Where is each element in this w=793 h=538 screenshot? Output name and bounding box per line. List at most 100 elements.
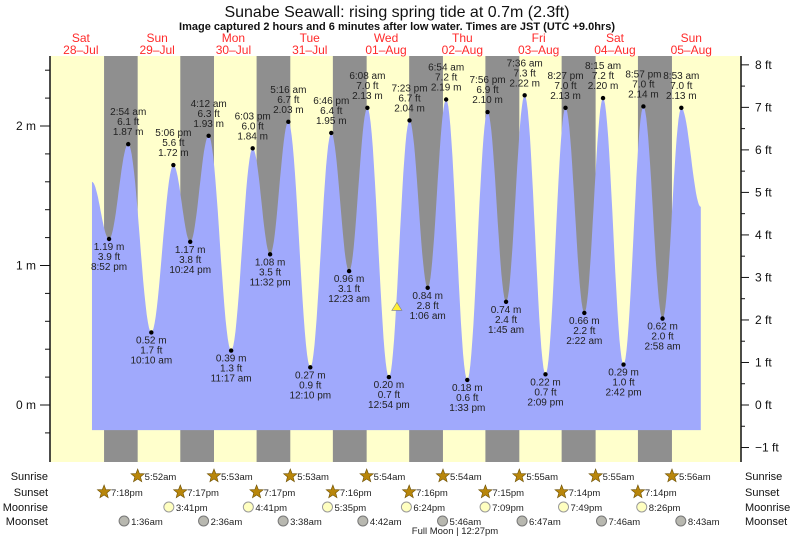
sunrise-time: 5:54am — [374, 472, 406, 483]
sunrise-icon — [588, 468, 604, 483]
row-label-right: Sunset — [745, 487, 779, 499]
right-tick-label: 0 ft — [755, 398, 772, 412]
high-tide-label: 6.7 ft — [277, 95, 299, 106]
day-date: 31–Jul — [292, 43, 327, 57]
moonrise-time: 5:35pm — [334, 503, 366, 514]
moonrise-time: 7:09pm — [492, 503, 524, 514]
low-tide-label: 1.7 ft — [140, 345, 162, 356]
low-tide-label: 0.39 m — [216, 354, 247, 365]
sunset-time: 7:17pm — [264, 488, 296, 499]
sunset-icon — [172, 484, 188, 499]
tide-curve — [91, 95, 701, 431]
low-tide-label: 1:06 am — [410, 311, 446, 322]
low-tide-label: 2.0 ft — [651, 332, 673, 343]
high-tide-label: 6:08 am — [349, 71, 385, 82]
high-tide-point — [329, 130, 334, 136]
right-tick-label: 3 ft — [755, 270, 772, 284]
moonset-icon — [118, 515, 130, 527]
axes: 0 m 1 m 2 m −1 ft 0 ft 1 ft 2 ft 3 ft 4 ft 5 ft 6 … — [16, 56, 779, 462]
high-tide-label: 6:46 pm — [313, 96, 349, 107]
moonset-time: 4:42am — [370, 517, 402, 528]
moonset-time: 2:36am — [211, 517, 243, 528]
high-tide-label: 2.10 m — [472, 95, 503, 106]
low-tide-label: 0.6 ft — [456, 393, 478, 404]
low-tide-label: 0.20 m — [374, 380, 405, 391]
high-tide-label: 4:12 am — [191, 99, 227, 110]
moonrise-icon — [400, 501, 412, 513]
low-tide-label: 1.19 m — [94, 242, 125, 253]
high-tide-label: 2.03 m — [273, 105, 304, 116]
sunrise-icon — [664, 468, 680, 483]
sunrise-icon — [130, 468, 146, 483]
low-tide-label: 10:10 am — [130, 355, 172, 366]
low-tide-label: 2:58 am — [644, 342, 680, 353]
high-tide-label: 7:36 am — [507, 58, 543, 69]
high-tide-label: 2.19 m — [431, 82, 462, 93]
low-tide-label: 0.9 ft — [299, 380, 321, 391]
moonset-icon — [596, 515, 608, 527]
high-tide-label: 7.0 ft — [632, 79, 654, 90]
moonrise-time: 6:24pm — [413, 503, 445, 514]
sunset-time: 7:15pm — [492, 488, 524, 499]
low-tide-label: 0.62 m — [647, 322, 678, 333]
sun-moon-rows: Sunrise Sunrise Sunset Sunset Moonrise Moonri… — [3, 468, 790, 537]
low-tide-label: 0.7 ft — [534, 387, 556, 398]
sunset-time: 7:16pm — [416, 488, 448, 499]
low-tide-label: 11:17 am — [211, 374, 252, 385]
day-name: Fri — [532, 31, 546, 45]
high-tide-label: 6.3 ft — [198, 109, 220, 120]
sunrise-time: 5:56am — [679, 472, 711, 483]
high-tide-label: 6.4 ft — [320, 106, 342, 117]
low-tide-label: 11:32 pm — [250, 277, 291, 288]
moonrise-icon — [321, 501, 333, 513]
moonrise-icon — [636, 501, 648, 513]
high-tide-label: 8:27 pm — [547, 71, 583, 82]
moonset-icon — [437, 515, 449, 527]
day-date: 02–Aug — [442, 43, 483, 57]
low-tide-label: 1.3 ft — [220, 364, 242, 375]
low-tide-label: 12:23 am — [328, 294, 370, 305]
left-tick-label: 1 m — [16, 259, 36, 273]
low-tide-label: 12:54 pm — [368, 400, 410, 411]
low-tide-point — [308, 365, 313, 370]
row-label-right: Moonset — [745, 516, 787, 528]
low-tide-point — [149, 330, 154, 335]
low-tide-label: 1:33 pm — [449, 403, 485, 414]
day-date: 29–Jul — [139, 43, 174, 57]
chart-subtitle: Image captured 2 hours and 6 minutes aft… — [179, 21, 615, 33]
high-tide-point — [286, 119, 291, 125]
high-tide-label: 5:06 pm — [155, 128, 191, 139]
moonrise-icon — [479, 501, 491, 513]
high-tide-point — [563, 105, 568, 111]
sunset-time: 7:14pm — [645, 488, 677, 499]
low-tide-label: 8:52 pm — [91, 262, 127, 273]
high-tide-point — [679, 105, 684, 111]
sunrise-time: 5:53am — [297, 472, 329, 483]
low-tide-point — [267, 252, 273, 257]
high-tide-point — [206, 133, 211, 138]
right-tick-label: 1 ft — [755, 355, 772, 369]
moonset-time: 3:38am — [290, 517, 322, 528]
low-tide-point — [106, 236, 112, 242]
high-tide-label: 7.0 ft — [356, 81, 378, 92]
high-tide-point — [250, 146, 255, 151]
sunrise-time: 5:53am — [221, 472, 253, 483]
high-tide-label: 7.0 ft — [554, 81, 576, 92]
moonset-icon — [277, 515, 289, 527]
sunset-icon — [249, 484, 265, 499]
day-name: Sun — [146, 31, 167, 45]
high-tide-label: 7.3 ft — [514, 68, 536, 79]
low-tide-point — [346, 268, 352, 274]
chart-title: Sunabe Seawall: rising spring tide at 0.… — [224, 4, 569, 21]
right-tick-label: 8 ft — [755, 58, 772, 72]
high-tide-point — [126, 141, 131, 147]
low-tide-point — [188, 239, 193, 244]
sunset-icon — [325, 484, 341, 499]
sunset-time: 7:17pm — [187, 488, 219, 499]
high-tide-point — [641, 104, 646, 109]
sunrise-time: 5:55am — [526, 472, 558, 483]
high-tide-point — [407, 118, 412, 123]
high-tide-label: 7.2 ft — [435, 72, 457, 83]
row-label-left: Moonset — [6, 516, 48, 528]
